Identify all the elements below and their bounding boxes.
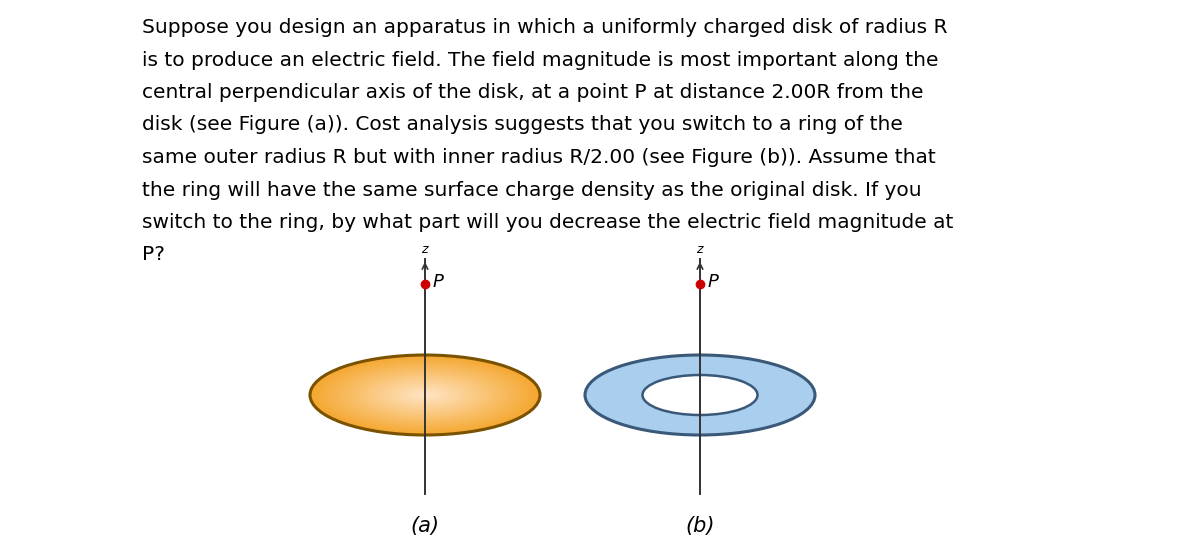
Ellipse shape xyxy=(384,381,467,409)
Text: $z$: $z$ xyxy=(696,243,704,256)
Ellipse shape xyxy=(362,373,487,417)
Ellipse shape xyxy=(314,357,535,433)
Text: central perpendicular axis of the disk, at a point P at distance 2.00R from the: central perpendicular axis of the disk, … xyxy=(142,83,924,102)
Ellipse shape xyxy=(337,365,512,425)
Ellipse shape xyxy=(347,368,503,422)
Ellipse shape xyxy=(370,376,480,414)
Ellipse shape xyxy=(365,374,485,416)
Ellipse shape xyxy=(310,355,540,435)
Text: $P$: $P$ xyxy=(432,273,445,291)
Ellipse shape xyxy=(418,393,432,397)
Ellipse shape xyxy=(372,377,478,413)
Ellipse shape xyxy=(342,366,508,424)
Ellipse shape xyxy=(312,356,538,434)
Text: disk (see Figure (a)). Cost analysis suggests that you switch to a ring of the: disk (see Figure (a)). Cost analysis sug… xyxy=(142,115,902,135)
Ellipse shape xyxy=(379,379,470,411)
Ellipse shape xyxy=(386,381,464,409)
Ellipse shape xyxy=(361,373,490,417)
Ellipse shape xyxy=(392,384,457,406)
Text: P?: P? xyxy=(142,245,164,264)
Text: (a): (a) xyxy=(410,516,439,536)
Ellipse shape xyxy=(390,383,460,407)
Text: switch to the ring, by what part will you decrease the electric field magnitude : switch to the ring, by what part will yo… xyxy=(142,213,953,232)
Ellipse shape xyxy=(367,375,482,415)
Ellipse shape xyxy=(409,389,442,401)
Ellipse shape xyxy=(324,360,527,430)
Text: Suppose you design an apparatus in which a uniformly charged disk of radius R: Suppose you design an apparatus in which… xyxy=(142,18,948,37)
Text: same outer radius R but with inner radius R/2.00 (see Figure (b)). Assume that: same outer radius R but with inner radiu… xyxy=(142,148,936,167)
Ellipse shape xyxy=(416,392,434,398)
Ellipse shape xyxy=(349,368,500,422)
Text: $z$: $z$ xyxy=(420,243,430,256)
Text: the ring will have the same surface charge density as the original disk. If you: the ring will have the same surface char… xyxy=(142,181,922,199)
Ellipse shape xyxy=(377,378,473,412)
Ellipse shape xyxy=(326,361,524,429)
Ellipse shape xyxy=(322,359,528,431)
Ellipse shape xyxy=(319,358,530,432)
Ellipse shape xyxy=(402,387,448,403)
Ellipse shape xyxy=(404,388,445,402)
Ellipse shape xyxy=(414,391,437,399)
Ellipse shape xyxy=(586,355,815,435)
Ellipse shape xyxy=(340,366,510,424)
Ellipse shape xyxy=(397,386,452,404)
Ellipse shape xyxy=(344,367,505,423)
Ellipse shape xyxy=(374,377,475,413)
Ellipse shape xyxy=(382,380,469,410)
Ellipse shape xyxy=(422,394,427,396)
Ellipse shape xyxy=(400,386,450,404)
Ellipse shape xyxy=(389,382,462,408)
Ellipse shape xyxy=(334,363,517,427)
Ellipse shape xyxy=(420,393,430,397)
Ellipse shape xyxy=(642,375,757,415)
Ellipse shape xyxy=(395,384,455,406)
Text: (b): (b) xyxy=(685,516,715,536)
Ellipse shape xyxy=(412,390,439,400)
Ellipse shape xyxy=(329,361,522,429)
Ellipse shape xyxy=(317,357,533,433)
Ellipse shape xyxy=(356,371,494,419)
Text: $P$: $P$ xyxy=(707,273,720,291)
Ellipse shape xyxy=(352,370,499,420)
Text: is to produce an electric field. The field magnitude is most important along the: is to produce an electric field. The fie… xyxy=(142,50,938,69)
Ellipse shape xyxy=(354,370,497,420)
Ellipse shape xyxy=(331,362,520,428)
Ellipse shape xyxy=(359,372,492,418)
Ellipse shape xyxy=(407,388,444,402)
Ellipse shape xyxy=(335,364,515,426)
